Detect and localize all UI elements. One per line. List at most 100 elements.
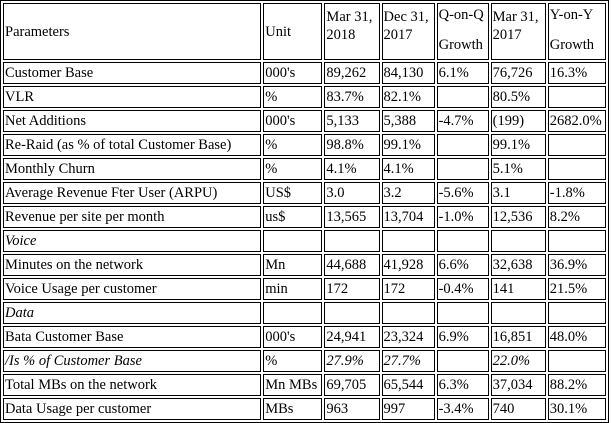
cell-qoq-growth bbox=[436, 86, 489, 108]
cell-mar-2017: 5.1% bbox=[490, 158, 546, 180]
cell-mar-2018: 83.7% bbox=[324, 86, 380, 108]
table-row: VLR% 83.7% 82.1% 80.5% bbox=[3, 86, 606, 108]
section-label: Data bbox=[3, 302, 262, 324]
cell-mar-2017: 3.1 bbox=[490, 182, 546, 204]
cell-dec-2017: 3.2 bbox=[381, 182, 435, 204]
cell-yoy-growth: 8.2% bbox=[547, 206, 606, 228]
cell-yoy-growth: 21.5% bbox=[547, 278, 606, 300]
cell-qoq-growth: -4.7% bbox=[436, 110, 489, 132]
cell-parameter: Re-Raid (as % of total Customer Base) bbox=[3, 134, 262, 156]
header-mar-2018-line2: 2018 bbox=[326, 27, 356, 43]
cell-qoq-growth bbox=[436, 134, 489, 156]
cell-qoq-growth: 6.1% bbox=[436, 62, 489, 84]
cell-mar-2017: 740 bbox=[490, 398, 546, 420]
cell-mar-2018: 98.8% bbox=[324, 134, 380, 156]
cell-mar-2017: 12,536 bbox=[490, 206, 546, 228]
cell-mar-2017: 99.1% bbox=[490, 134, 546, 156]
header-mar-2018-line1: Mar 31, bbox=[326, 9, 373, 25]
cell-unit: % bbox=[263, 86, 323, 108]
cell-mar-2018: 4.1% bbox=[324, 158, 380, 180]
table-row: Monthly Churn% 4.1% 4.1% 5.1% bbox=[3, 158, 606, 180]
cell-parameter: Data Usage per customer bbox=[3, 398, 262, 420]
cell-mar-2018: 963 bbox=[324, 398, 380, 420]
cell-yoy-growth bbox=[547, 86, 606, 108]
header-yoy-growth: Y-on-Y Growth bbox=[547, 3, 606, 60]
header-yoy-line1: Y-on-Y bbox=[549, 7, 594, 23]
header-mar-2017: Mar 31, 2017 bbox=[490, 3, 546, 60]
cell-yoy-growth: 2682.0% bbox=[547, 110, 606, 132]
cell-dec-2017: 997 bbox=[381, 398, 435, 420]
cell-mar-2017: 32,638 bbox=[490, 254, 546, 276]
cell-dec-2017: 23,324 bbox=[381, 326, 435, 348]
cell-dec-2017: 82.1% bbox=[381, 86, 435, 108]
section-row: Voice bbox=[3, 230, 606, 252]
cell-parameter: Net Additions bbox=[3, 110, 262, 132]
header-qoq-growth: Q-on-Q Growth bbox=[436, 3, 489, 60]
empty-cell bbox=[263, 230, 323, 252]
cell-qoq-growth: 6.9% bbox=[436, 326, 489, 348]
empty-cell bbox=[324, 302, 380, 324]
cell-qoq-growth: -3.4% bbox=[436, 398, 489, 420]
empty-cell bbox=[490, 230, 546, 252]
cell-yoy-growth: -1.8% bbox=[547, 182, 606, 204]
table-row: Net Additions 000's 5,133 5,388 -4.7% (199) 26… bbox=[3, 110, 606, 132]
cell-dec-2017: 13,704 bbox=[381, 206, 435, 228]
cell-parameter: Monthly Churn bbox=[3, 158, 262, 180]
empty-cell bbox=[381, 230, 435, 252]
cell-yoy-growth: 88.2% bbox=[547, 374, 606, 396]
table-row: Data Usage per customer MBs 963 997 -3.4% 740… bbox=[3, 398, 606, 420]
empty-cell bbox=[324, 230, 380, 252]
cell-mar-2017: 22.0% bbox=[490, 350, 546, 372]
cell-mar-2018: 89,262 bbox=[324, 62, 380, 84]
cell-unit: min bbox=[263, 278, 323, 300]
table-row: Minutes on the network Mn 44,688 41,928 6.6%… bbox=[3, 254, 606, 276]
cell-yoy-growth: 30.1% bbox=[547, 398, 606, 420]
header-qoq-line2: Growth bbox=[438, 37, 483, 53]
cell-qoq-growth bbox=[436, 158, 489, 180]
cell-dec-2017: 41,928 bbox=[381, 254, 435, 276]
cell-unit: 000's bbox=[263, 326, 323, 348]
empty-cell bbox=[436, 230, 489, 252]
cell-unit: % bbox=[263, 158, 323, 180]
cell-parameter: Bata Customer Base bbox=[3, 326, 262, 348]
cell-yoy-growth: 16.3% bbox=[547, 62, 606, 84]
cell-qoq-growth bbox=[436, 350, 489, 372]
cell-unit: % bbox=[263, 134, 323, 156]
cell-yoy-growth: 36.9% bbox=[547, 254, 606, 276]
table-row: Average Revenue Fter User (ARPU) US$ 3.0 3.… bbox=[3, 182, 606, 204]
cell-parameter: /Is % of Customer Base bbox=[3, 350, 262, 372]
cell-yoy-growth bbox=[547, 350, 606, 372]
cell-unit: Mn MBs bbox=[263, 374, 323, 396]
header-dec-2017-line2: 2017 bbox=[383, 27, 413, 43]
table-row: Voice Usage per customer min 172 172 -0.4% 14… bbox=[3, 278, 606, 300]
cell-mar-2017: 76,726 bbox=[490, 62, 546, 84]
cell-mar-2017: (199) bbox=[490, 110, 546, 132]
empty-cell bbox=[547, 230, 606, 252]
cell-mar-2018: 13,565 bbox=[324, 206, 380, 228]
cell-yoy-growth bbox=[547, 158, 606, 180]
cell-mar-2017: 16,851 bbox=[490, 326, 546, 348]
cell-qoq-growth: 6.6% bbox=[436, 254, 489, 276]
cell-dec-2017: 27.7% bbox=[381, 350, 435, 372]
cell-parameter: Total MBs on the network bbox=[3, 374, 262, 396]
cell-mar-2018: 27.9% bbox=[324, 350, 380, 372]
cell-parameter: Minutes on the network bbox=[3, 254, 262, 276]
cell-qoq-growth: -5.6% bbox=[436, 182, 489, 204]
cell-mar-2018: 172 bbox=[324, 278, 380, 300]
cell-yoy-growth: 48.0% bbox=[547, 326, 606, 348]
cell-parameter: Customer Base bbox=[3, 62, 262, 84]
header-mar-2017-line1: Mar 31, bbox=[492, 9, 539, 25]
cell-qoq-growth: -0.4% bbox=[436, 278, 489, 300]
empty-cell bbox=[381, 302, 435, 324]
cell-dec-2017: 65,544 bbox=[381, 374, 435, 396]
header-mar-2017-line2: 2017 bbox=[492, 27, 522, 43]
section-row: Data bbox=[3, 302, 606, 324]
empty-cell bbox=[490, 302, 546, 324]
cell-unit: US$ bbox=[263, 182, 323, 204]
cell-qoq-growth: -1.0% bbox=[436, 206, 489, 228]
cell-dec-2017: 172 bbox=[381, 278, 435, 300]
cell-unit: Mn bbox=[263, 254, 323, 276]
table-body: Parameters Unit Mar 31, 2018 Dec 31, 201… bbox=[3, 3, 606, 420]
table-row: Revenue per site per month us$ 13,565 13,70… bbox=[3, 206, 606, 228]
cell-unit: % bbox=[263, 350, 323, 372]
